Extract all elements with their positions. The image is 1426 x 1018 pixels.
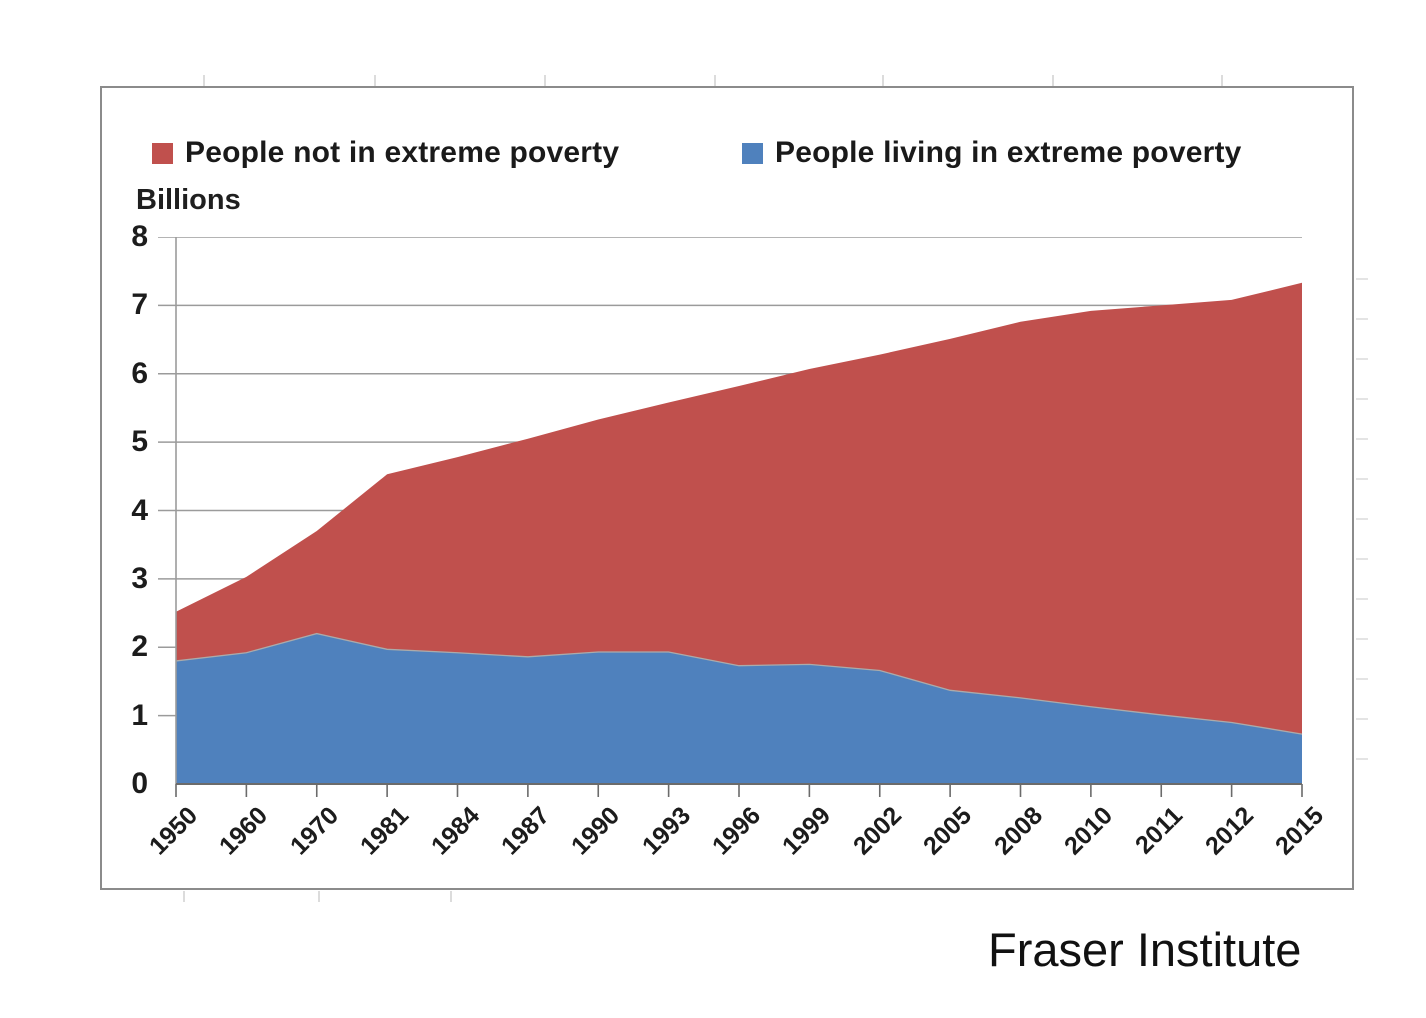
grid-remnant [318,891,320,902]
y-axis-unit-label: Billions [136,184,241,216]
y-tick-label-3: 3 [131,561,148,595]
grid-remnant [1356,278,1368,280]
grid-remnant [374,75,376,86]
y-tick-label-2: 2 [131,630,148,664]
grid-remnant [1356,438,1368,440]
grid-remnant [1356,518,1368,520]
legend-item-not-in-poverty: People not in extreme poverty [152,136,619,170]
grid-remnant [203,75,205,86]
y-tick-label-1: 1 [131,698,148,732]
grid-remnant [1356,558,1368,560]
y-tick-label-8: 8 [131,220,148,253]
source-credit: Fraser Institute [988,923,1302,976]
grid-remnant [544,75,546,86]
grid-remnant [1356,638,1368,640]
legend-item-in-poverty: People living in extreme poverty [742,136,1242,170]
grid-remnant [714,75,716,86]
grid-remnant [450,891,452,902]
y-tick-label-4: 4 [131,493,148,527]
grid-remnant [882,75,884,86]
grid-remnant [1356,478,1368,480]
poverty-boundary-line [175,632,1303,735]
legend-label-in-poverty: People living in extreme poverty [775,136,1242,169]
legend-swatch-blue [742,142,763,164]
legend-label-not-in-poverty: People not in extreme poverty [185,136,620,169]
y-tick-label-6: 6 [131,356,148,390]
stacked-area-plot [158,237,1303,797]
grid-remnant [1356,598,1368,600]
grid-remnant [183,891,185,902]
y-tick-label-5: 5 [131,425,148,459]
grid-remnant [1221,75,1223,86]
grid-remnant [1356,758,1368,760]
grid-remnant [1356,718,1368,720]
legend-swatch-red [152,142,173,164]
grid-remnant [1356,318,1368,320]
area-not-in-extreme-poverty [176,282,1302,735]
grid-remnant [1052,75,1054,86]
grid-remnant [1356,398,1368,400]
grid-remnant [1356,678,1368,680]
area-living-in-extreme-poverty [176,633,1302,784]
grid-remnant [1356,358,1368,360]
y-tick-label-0: 0 [131,767,148,800]
chart-frame: People not in extreme poverty People liv… [100,86,1354,890]
y-tick-label-7: 7 [131,288,148,322]
